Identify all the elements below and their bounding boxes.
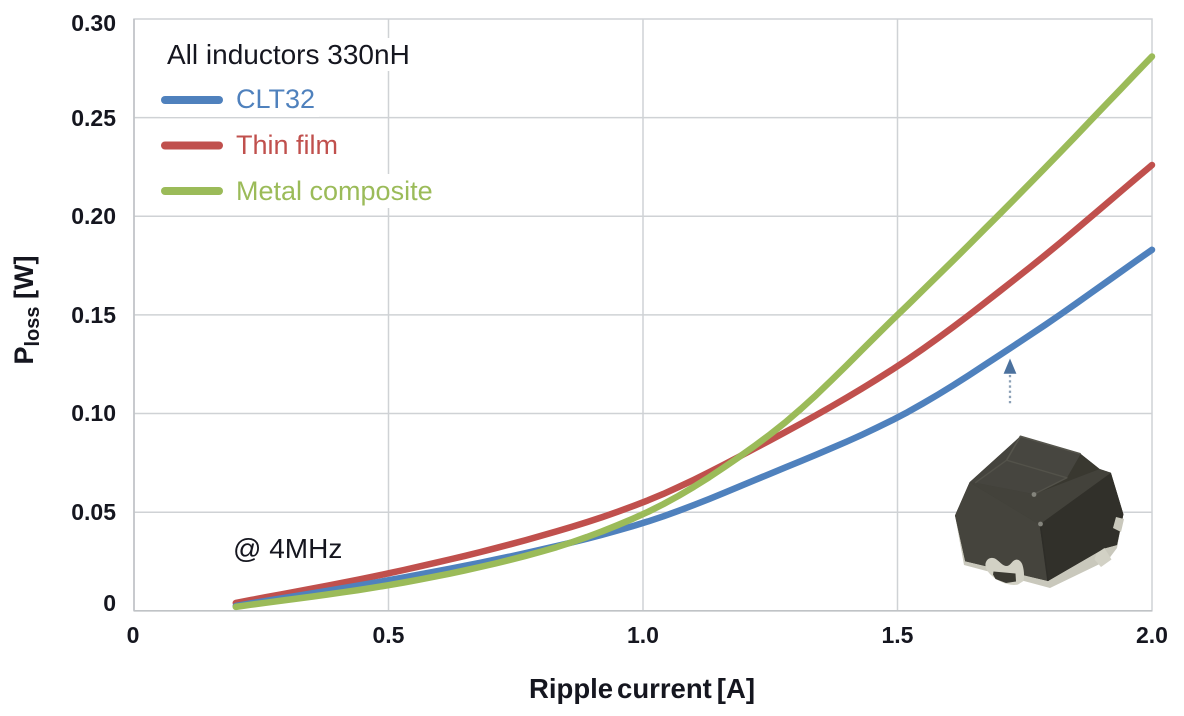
svg-text:0.05: 0.05: [71, 499, 116, 525]
svg-text:1.5: 1.5: [882, 622, 914, 648]
svg-text:Thin film: Thin film: [236, 130, 338, 160]
svg-text:@ 4MHz: @ 4MHz: [233, 533, 342, 564]
svg-text:0.15: 0.15: [71, 302, 116, 328]
svg-text:0.10: 0.10: [71, 400, 116, 426]
svg-text:0.25: 0.25: [71, 105, 116, 131]
svg-text:All inductors 330nH: All inductors 330nH: [167, 39, 410, 70]
svg-text:0.5: 0.5: [373, 622, 405, 648]
svg-text:0: 0: [103, 590, 116, 616]
svg-text:0: 0: [127, 622, 140, 648]
svg-text:Ploss [W]: Ploss [W]: [9, 255, 44, 364]
svg-text:1.0: 1.0: [627, 622, 659, 648]
svg-text:2.0: 2.0: [1136, 622, 1168, 648]
svg-text:0.30: 0.30: [71, 10, 116, 36]
svg-text:CLT32: CLT32: [236, 84, 315, 114]
svg-text:0.20: 0.20: [71, 203, 116, 229]
svg-text:Metal composite: Metal composite: [236, 176, 433, 206]
